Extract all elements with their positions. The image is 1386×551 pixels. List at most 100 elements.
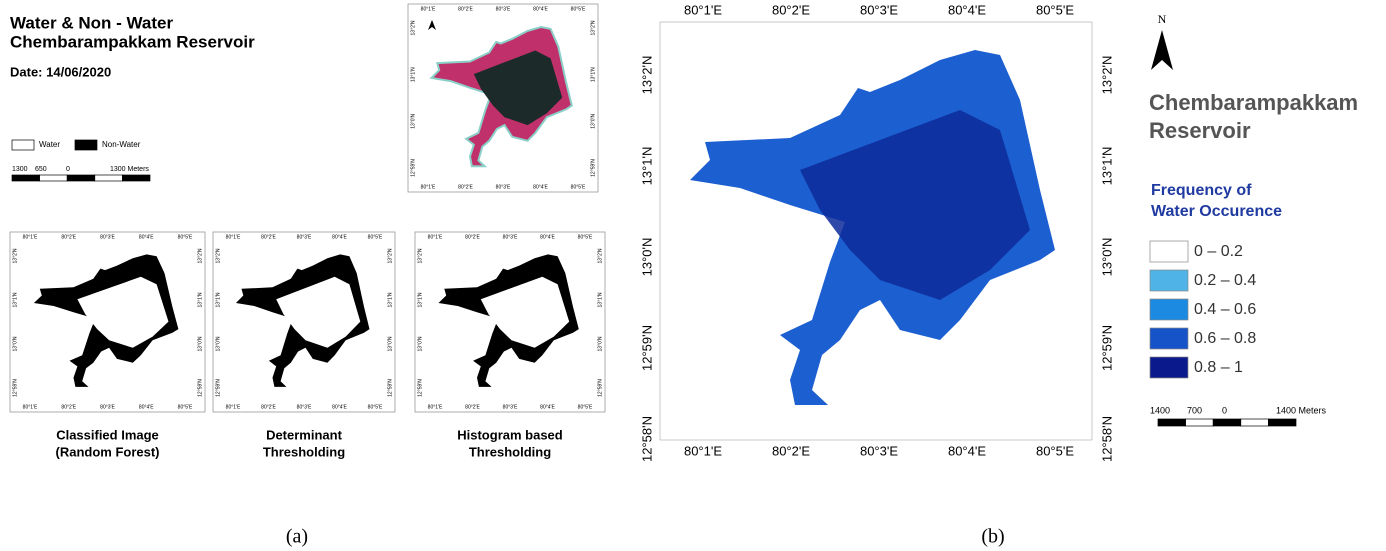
- lat-label: 13°2'N: [417, 248, 423, 263]
- lat-label: 13°0'N: [12, 336, 18, 351]
- lon-label: 80°5'E: [178, 404, 193, 410]
- lat-label: 13°0'N: [215, 336, 221, 351]
- lat-label: 13°2'N: [197, 248, 203, 263]
- lat-label: 13°2'N: [639, 56, 654, 95]
- lon-label: 80°4'E: [948, 443, 986, 458]
- lon-label: 80°4'E: [540, 234, 555, 240]
- lat-label: 12°59'N: [410, 159, 416, 177]
- lon-label: 80°4'E: [139, 404, 154, 410]
- lat-label: 13°2'N: [12, 248, 18, 263]
- lon-label: 80°1'E: [684, 2, 722, 17]
- date: Date: 14/06/2020: [10, 64, 111, 79]
- scale-bar-segment: [1158, 419, 1186, 426]
- lon-label: 80°3'E: [297, 404, 312, 410]
- lon-label: 80°4'E: [332, 234, 347, 240]
- legend-label: 0.2 – 0.4: [1194, 272, 1256, 289]
- panel-label: (b): [981, 526, 1004, 548]
- map-title: Chembarampakkam: [1149, 90, 1358, 115]
- caption: Thresholding: [469, 444, 551, 459]
- lon-label: 80°1'E: [421, 6, 436, 12]
- lon-label: 80°1'E: [23, 404, 38, 410]
- lat-label: 13°0'N: [639, 238, 654, 277]
- legend-label: 0 – 0.2: [1194, 243, 1243, 260]
- title: Water & Non - Water: [10, 13, 173, 32]
- scale-label: 650: [35, 166, 47, 173]
- panel-label: (a): [286, 526, 308, 548]
- lat-label: 13°1'N: [417, 292, 423, 307]
- lat-label: 13°0'N: [387, 336, 393, 351]
- lat-label: 13°2'N: [590, 20, 596, 35]
- lon-label: 80°3'E: [100, 234, 115, 240]
- scale-bar-segment: [1241, 419, 1269, 426]
- caption: Thresholding: [263, 444, 345, 459]
- lat-label: 13°1'N: [639, 147, 654, 186]
- lon-label: 80°4'E: [332, 404, 347, 410]
- lon-label: 80°2'E: [458, 184, 473, 190]
- lon-label: 80°5'E: [571, 184, 586, 190]
- lon-label: 80°4'E: [533, 184, 548, 190]
- lat-label: 13°1'N: [597, 292, 603, 307]
- lat-label: 13°0'N: [417, 336, 423, 351]
- lat-label: 12°59'N: [215, 379, 221, 397]
- lat-label: 13°2'N: [1099, 56, 1114, 95]
- lat-label: 13°1'N: [1099, 147, 1114, 186]
- scale-bar-segment: [12, 175, 40, 181]
- caption: Determinant: [266, 427, 343, 442]
- lon-label: 80°1'E: [226, 234, 241, 240]
- lon-label: 80°2'E: [465, 234, 480, 240]
- lon-label: 80°5'E: [1036, 443, 1074, 458]
- scale-bar-segment: [67, 175, 95, 181]
- scale-label: 0: [66, 166, 70, 173]
- lat-label: 13°2'N: [387, 248, 393, 263]
- lat-label: 13°0'N: [597, 336, 603, 351]
- lat-label: 13°2'N: [410, 20, 416, 35]
- lat-label: 13°1'N: [590, 67, 596, 82]
- lat-label: 12°58'N: [639, 416, 654, 462]
- lat-label: 12°59'N: [597, 379, 603, 397]
- legend-label: 0.6 – 0.8: [1194, 330, 1256, 347]
- legend-label: Water: [39, 140, 60, 149]
- lon-label: 80°3'E: [860, 443, 898, 458]
- scale-bar-segment: [1213, 419, 1241, 426]
- lat-label: 13°0'N: [410, 113, 416, 128]
- lon-label: 80°2'E: [61, 234, 76, 240]
- scale-label: 0: [1222, 405, 1227, 415]
- scale-bar-segment: [40, 175, 68, 181]
- lat-label: 12°59'N: [1099, 325, 1114, 371]
- lon-label: 80°3'E: [496, 184, 511, 190]
- map-title: Reservoir: [1149, 118, 1251, 143]
- lon-label: 80°1'E: [428, 404, 443, 410]
- lon-label: 80°2'E: [458, 6, 473, 12]
- lat-label: 12°59'N: [417, 379, 423, 397]
- lat-label: 13°0'N: [590, 113, 596, 128]
- lat-label: 13°2'N: [597, 248, 603, 263]
- lon-label: 80°4'E: [948, 2, 986, 17]
- caption: (Random Forest): [56, 444, 160, 459]
- legend-label: Non-Water: [102, 140, 141, 149]
- lon-label: 80°2'E: [261, 404, 276, 410]
- legend-swatch: [1150, 270, 1188, 291]
- lon-label: 80°4'E: [139, 234, 154, 240]
- scale-label: 1300: [12, 166, 28, 173]
- legend-swatch: [1150, 241, 1188, 262]
- legend-title: Water Occurence: [1151, 203, 1282, 220]
- lat-label: 13°1'N: [387, 292, 393, 307]
- lon-label: 80°5'E: [578, 234, 593, 240]
- lat-label: 12°59'N: [590, 159, 596, 177]
- figure: Water & Non - WaterChembarampakkam Reser…: [0, 0, 1386, 551]
- lon-label: 80°2'E: [61, 404, 76, 410]
- lon-label: 80°5'E: [368, 404, 383, 410]
- scale-label: 700: [1187, 405, 1202, 415]
- scale-bar-segment: [95, 175, 123, 181]
- lon-label: 80°2'E: [772, 2, 810, 17]
- legend-label: 0.8 – 1: [1194, 359, 1243, 376]
- lon-label: 80°3'E: [297, 234, 312, 240]
- lon-label: 80°4'E: [540, 404, 555, 410]
- legend-label: 0.4 – 0.6: [1194, 301, 1256, 318]
- scale-bar-segment: [1268, 419, 1296, 426]
- title: Chembarampakkam Reservoir: [10, 32, 255, 51]
- lon-label: 80°5'E: [578, 404, 593, 410]
- lat-label: 13°1'N: [410, 67, 416, 82]
- lat-label: 12°58'N: [1099, 416, 1114, 462]
- lon-label: 80°2'E: [465, 404, 480, 410]
